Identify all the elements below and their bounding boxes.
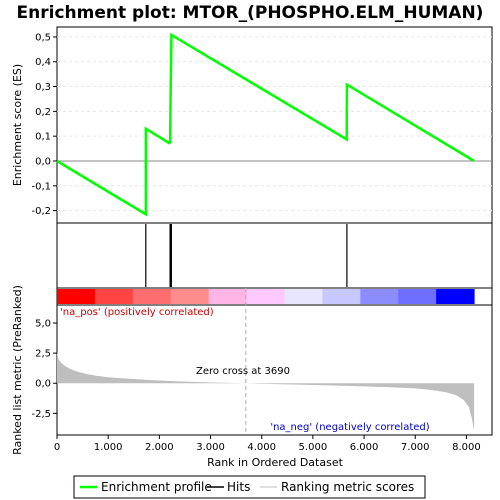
metric-y-tick-label: 2,5 [35, 349, 51, 360]
chart-title: Enrichment plot: MTOR_(PHOSPHO.ELM_HUMAN… [17, 3, 484, 23]
legend-box [73, 475, 426, 499]
color-bar-segment [398, 289, 437, 304]
neg-correlated-label: 'na_neg' (negatively correlated) [270, 422, 429, 433]
pos-correlated-label: 'na_pos' (positively correlated) [60, 307, 214, 318]
color-bar-segment [208, 289, 248, 304]
es-y-tick-label: 0,4 [35, 57, 51, 68]
es-y-ticks: -0,2 -0,1 0,0 0,1 0,2 0,3 0,4 0,5 [31, 32, 57, 217]
color-bar-segment [57, 289, 96, 304]
es-y-tick-label: 0,0 [35, 156, 51, 167]
x-tick-label: 4.000 [247, 442, 276, 453]
metric-y-ticks: -2,5 0,0 2,5 5,0 [31, 319, 57, 420]
color-bar-segment [94, 289, 134, 304]
es-panel-frame [56, 26, 493, 224]
color-bar-segment [284, 289, 323, 304]
es-y-tick-label: 0,2 [35, 107, 51, 118]
color-bar-segment [246, 289, 286, 304]
metric-y-tick-label: -2,5 [31, 409, 51, 420]
x-tick-label: 5.000 [299, 442, 328, 453]
x-tick-label: 2.000 [145, 442, 174, 453]
es-y-tick-label: 0,3 [35, 82, 51, 93]
x-tick-label: 0 [54, 442, 60, 453]
es-y-tick-label: 0,5 [35, 32, 51, 43]
color-bar-segment [170, 289, 210, 304]
hits-marks [145, 224, 348, 287]
zero-cross-label: Zero cross at 3690 [196, 366, 290, 377]
es-grid [57, 36, 492, 212]
x-tick-label: 6.000 [350, 442, 379, 453]
legend-metric-label: Ranking metric scores [281, 480, 414, 494]
color-bar-segment [132, 289, 172, 304]
color-bar-segment [436, 289, 475, 304]
hits-panel-frame [56, 222, 493, 289]
enrichment-profile-line [56, 32, 475, 217]
es-y-tick-label: -0,2 [31, 206, 51, 217]
metric-x-ticks: 0 1.000 2.000 3.000 4.000 5.000 6.000 7.000 8.00… [54, 435, 481, 453]
es-y-tick-label: 0,1 [35, 132, 51, 143]
ranking-metric-area [57, 351, 475, 432]
es-y-axis-label: Enrichment score (ES) [11, 64, 24, 186]
x-tick-label: 3.000 [196, 442, 225, 453]
legend-enrichment-label: Enrichment profile [101, 480, 212, 494]
x-tick-label: 7.000 [401, 442, 430, 453]
color-bar-segment [322, 289, 361, 304]
legend-hits-label: Hits [227, 480, 250, 494]
es-y-tick-label: -0,1 [31, 181, 51, 192]
metric-y-axis-label: Ranked list metric (PreRanked) [11, 285, 24, 455]
metric-y-tick-label: 0,0 [35, 379, 51, 390]
x-tick-label: 8.000 [452, 442, 481, 453]
color-bar [57, 289, 475, 304]
metric-y-tick-label: 5,0 [35, 319, 51, 330]
x-axis-label: Rank in Ordered Dataset [207, 456, 344, 469]
color-bar-segment [360, 289, 399, 304]
x-tick-label: 1.000 [94, 442, 123, 453]
